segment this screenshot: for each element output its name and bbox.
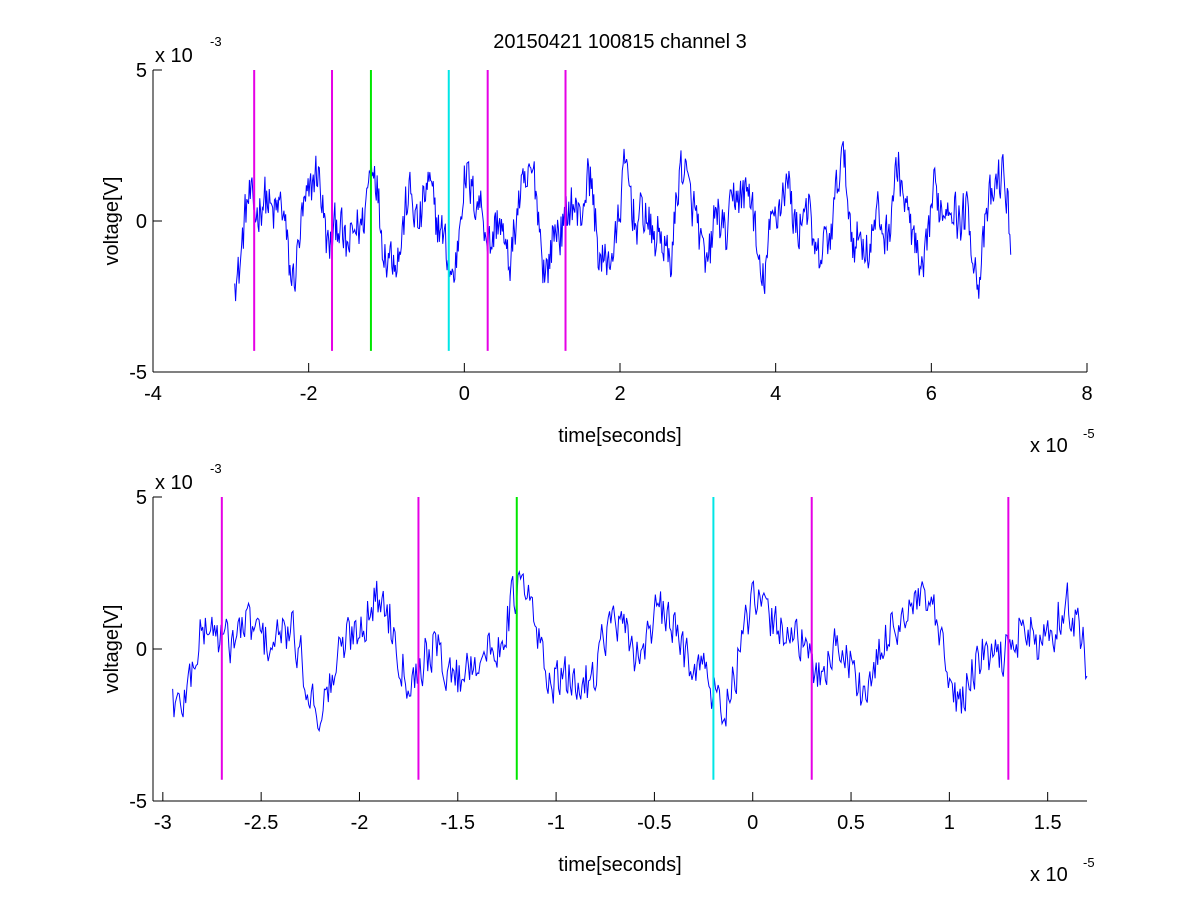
x-tick-label: 1 xyxy=(944,812,955,834)
x-tick-label: 0 xyxy=(459,383,470,405)
x-tick-label: -2 xyxy=(351,812,369,834)
x-exponent-label: x 10 xyxy=(1030,435,1068,457)
y-tick-label: 5 xyxy=(136,487,147,509)
y-exponent-superscript: -3 xyxy=(210,461,222,476)
x-exponent-superscript: -5 xyxy=(1083,426,1095,441)
x-tick-label: -3 xyxy=(154,812,172,834)
x-tick-label: 0.5 xyxy=(837,812,865,834)
bottom-subplot: -3 -2.5 -2 -1.5 -1 -0.5 0 0.5 1 1.5 -5 0 5 time[secon… xyxy=(101,461,1095,886)
y-exponent-label: x 10 xyxy=(155,45,193,67)
x-tick-label: -4 xyxy=(144,383,162,405)
x-exponent-superscript: -5 xyxy=(1083,855,1095,870)
x-exponent-label: x 10 xyxy=(1030,864,1068,886)
figure-title: 20150421 100815 channel 3 xyxy=(493,31,747,53)
x-tick-label: 2 xyxy=(614,383,625,405)
x-tick-label: -1 xyxy=(547,812,565,834)
x-tick-label: 8 xyxy=(1081,383,1092,405)
signal-trace xyxy=(234,141,1012,302)
x-axis-label: time[seconds] xyxy=(558,854,681,876)
x-axis-label: time[seconds] xyxy=(558,425,681,447)
y-tick-label: 0 xyxy=(136,639,147,661)
x-tick-label: -2 xyxy=(300,383,318,405)
signal-trace xyxy=(172,570,1088,733)
x-tick-label: 4 xyxy=(770,383,781,405)
y-tick-label: -5 xyxy=(129,362,147,384)
x-tick-label: -2.5 xyxy=(244,812,278,834)
x-tick-label: 0 xyxy=(747,812,758,834)
y-tick-label: -5 xyxy=(129,791,147,813)
y-tick-label: 0 xyxy=(136,211,147,233)
x-tick-label: -0.5 xyxy=(637,812,671,834)
y-axis-label: voltage[V] xyxy=(101,605,123,694)
top-subplot: -4 -2 0 2 4 6 8 -5 0 5 time[seconds] voltage[V] x 10… xyxy=(101,34,1095,457)
y-exponent-label: x 10 xyxy=(155,472,193,494)
y-exponent-superscript: -3 xyxy=(210,34,222,49)
y-axis-label: voltage[V] xyxy=(101,177,123,266)
x-tick-label: 1.5 xyxy=(1034,812,1062,834)
x-tick-label: -1.5 xyxy=(441,812,475,834)
x-tick-label: 6 xyxy=(926,383,937,405)
y-tick-label: 5 xyxy=(136,60,147,82)
